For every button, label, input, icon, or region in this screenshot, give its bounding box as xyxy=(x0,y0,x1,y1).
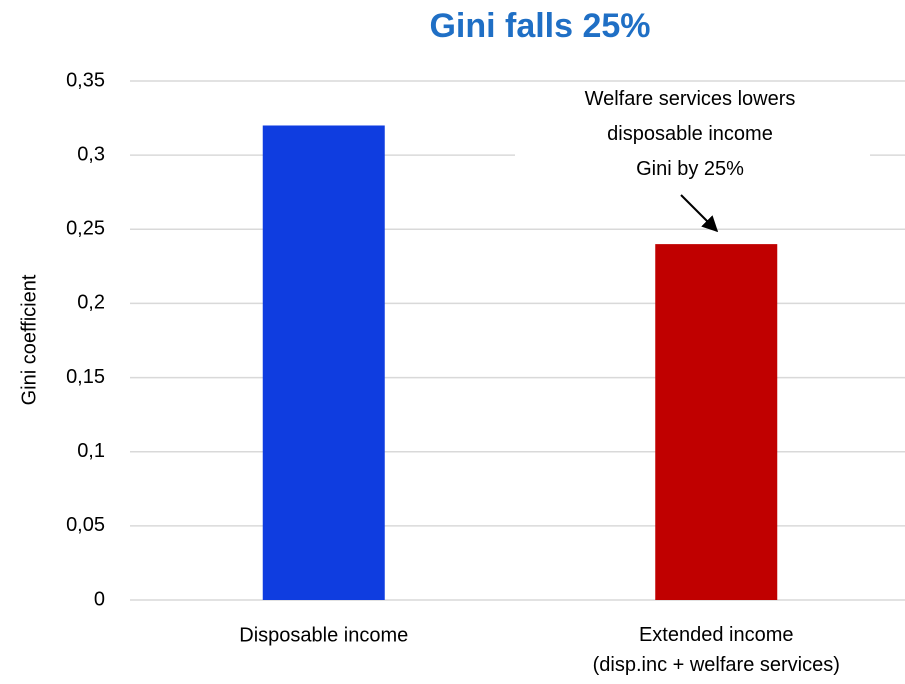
bar xyxy=(262,125,385,600)
annotation-background xyxy=(515,82,870,187)
grid xyxy=(130,80,905,601)
y-axis-label: Gini coefficient xyxy=(18,274,40,405)
annotation-arrow xyxy=(680,194,719,233)
y-tick-label: 0,05 xyxy=(66,514,105,536)
y-tick-label: 0,15 xyxy=(66,366,105,388)
y-tick-label: 0,3 xyxy=(77,143,105,165)
x-tick-label: Disposable income xyxy=(239,624,408,646)
y-tick-label: 0 xyxy=(94,588,105,610)
y-tick-label: 0,1 xyxy=(77,440,105,462)
bar xyxy=(655,244,778,600)
chart-title: Gini falls 25% xyxy=(429,7,650,45)
annotation: Welfare services lowers disposable income… xyxy=(585,88,796,180)
x-tick-label: Extended income (disp.inc + welfare servi… xyxy=(593,624,840,676)
y-tick-label: 0,25 xyxy=(66,218,105,240)
y-tick-label: 0,35 xyxy=(66,69,105,91)
y-tick-label: 0,2 xyxy=(77,292,105,314)
